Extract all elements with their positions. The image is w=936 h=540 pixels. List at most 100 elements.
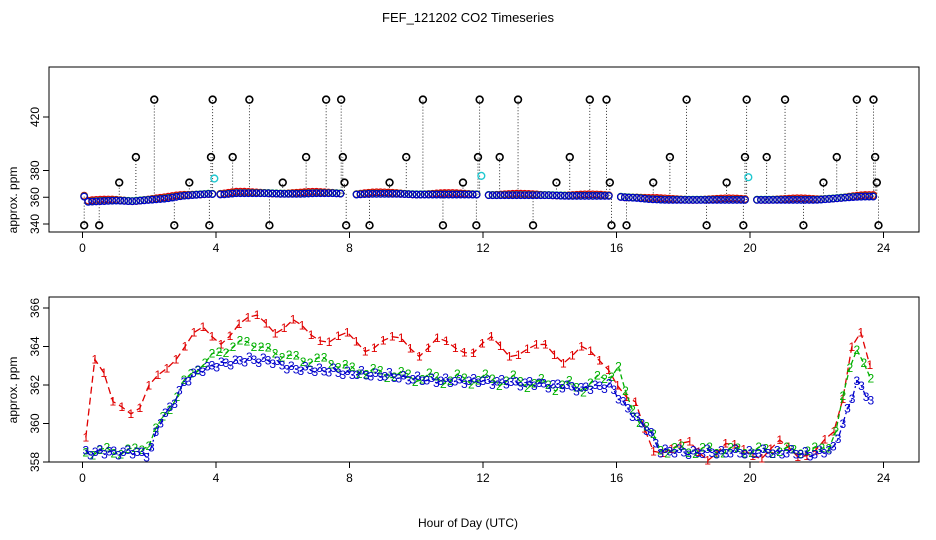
- baseline-point-s3: [224, 190, 233, 198]
- series-2-marker: 2: [811, 440, 818, 454]
- baseline-point-s3: [436, 190, 445, 199]
- series-2-marker: 2: [804, 444, 811, 458]
- series-3-marker: 3: [522, 376, 529, 390]
- series-3-marker: 3: [727, 447, 734, 461]
- series-3-marker: 3: [157, 417, 164, 431]
- series-3-marker: 3: [176, 383, 183, 397]
- series-2-marker: 2: [209, 347, 216, 361]
- series-1-marker: 1: [740, 442, 747, 456]
- series-2-marker: 2: [860, 356, 867, 370]
- series-3-marker: 3: [480, 374, 487, 388]
- baseline-point-s3: [104, 197, 113, 205]
- series-2-marker: 2: [468, 378, 475, 392]
- series-2-marker: 2: [622, 384, 629, 398]
- baseline-point-s3: [156, 195, 165, 203]
- series-3-marker: 3: [204, 359, 211, 373]
- series-3-marker: 3: [87, 449, 94, 463]
- series-3-marker: 3: [424, 374, 431, 388]
- series-3-marker: 3: [657, 447, 664, 461]
- baseline-point-s3: [448, 190, 457, 199]
- series-2-marker: 2: [727, 440, 734, 454]
- baseline-point-s3: [272, 189, 281, 198]
- baseline-point-s3: [336, 189, 345, 198]
- spike-point: [170, 221, 179, 230]
- series-3-marker: 3: [330, 361, 337, 375]
- series-3-marker: 3: [97, 443, 104, 457]
- series-3-marker: 3: [793, 448, 800, 462]
- series-2-marker: 2: [146, 439, 153, 453]
- y-tick-label: 380: [28, 160, 42, 180]
- y-tick-label: 362: [28, 375, 42, 395]
- series-3-marker: 3: [82, 444, 89, 458]
- baseline-point-s3: [352, 190, 361, 199]
- spike-point: [742, 95, 751, 104]
- x-tick-label: 8: [346, 471, 353, 485]
- spike-point: [682, 95, 691, 104]
- series-2-marker: 2: [433, 370, 440, 384]
- baseline-point-s3: [865, 192, 874, 201]
- series-2-marker: 2: [461, 371, 468, 385]
- y-tick-label: 366: [28, 298, 42, 318]
- baseline-point-s3: [536, 191, 545, 200]
- baseline-point-s3: [797, 196, 805, 204]
- baseline-point-s3: [721, 196, 729, 204]
- series-2-marker: 2: [489, 372, 496, 386]
- baseline-point-s3: [636, 194, 645, 203]
- baseline-point-s3: [532, 191, 541, 200]
- series-1-marker: 1: [326, 335, 333, 349]
- series-1-marker: 1: [587, 344, 594, 358]
- baseline-point-s3: [360, 190, 369, 199]
- series-2-marker: 2: [825, 441, 832, 455]
- series-3-marker: 3: [690, 443, 697, 457]
- bottom-y-axis-label: approx. ppm: [6, 357, 20, 424]
- series-3-marker: 3: [858, 379, 865, 393]
- baseline-point-s3: [693, 196, 701, 204]
- spike-point: [94, 221, 104, 230]
- series-3-marker: 3: [643, 424, 650, 438]
- series-3-marker: 3: [709, 446, 716, 460]
- series-1-marker: 1: [578, 339, 585, 353]
- series-1-marker: 1: [803, 449, 810, 463]
- series-2-marker: 2: [258, 340, 265, 354]
- series-3-marker: 3: [92, 445, 99, 459]
- series-3-marker: 3: [755, 446, 762, 460]
- baseline-point-s3: [484, 191, 493, 200]
- series-3-marker: 3: [475, 376, 482, 390]
- baseline-point-s3: [753, 196, 761, 204]
- spike-point: [418, 95, 428, 104]
- series-3-marker: 3: [410, 372, 417, 386]
- series-3-marker: 3: [718, 443, 725, 457]
- baseline-point-s3: [785, 196, 793, 204]
- baseline-point-s3: [276, 189, 285, 198]
- series-3-marker: 3: [120, 445, 127, 459]
- baseline-point-s3: [328, 189, 337, 198]
- series-3-marker: 3: [456, 372, 463, 386]
- baseline-point-s3: [188, 191, 197, 200]
- series-3-marker: 3: [227, 359, 234, 373]
- spike-point: [473, 152, 483, 162]
- baseline-point-s3: [660, 195, 669, 204]
- baseline-point-s3: [809, 196, 817, 204]
- baseline-point-s3: [556, 191, 565, 200]
- spike-point: [780, 95, 790, 104]
- y-tick-label: 358: [28, 452, 42, 472]
- top-plot-frame: [48, 66, 920, 233]
- series-1-marker: 1: [812, 443, 819, 457]
- y-tick-label: 360: [28, 413, 42, 433]
- series-3-marker: 3: [620, 395, 627, 409]
- series-1-marker: 1: [830, 425, 837, 439]
- baseline-point-s3: [624, 193, 633, 202]
- series-2-marker: 2: [587, 376, 594, 390]
- baseline-point-s3: [132, 197, 141, 205]
- baseline-point-s3: [184, 191, 193, 200]
- series-1-marker: 1: [236, 317, 243, 331]
- series-2-marker: 2: [160, 410, 167, 424]
- series-2-marker: 2: [118, 448, 125, 462]
- baseline-point-s3: [520, 191, 529, 200]
- series-1-marker: 1: [443, 334, 450, 348]
- series-3-marker: 3: [213, 361, 220, 375]
- baseline-point-s3: [408, 190, 417, 199]
- series-1-marker: 1: [605, 363, 612, 377]
- bottom-plot-frame: [48, 296, 920, 463]
- series-3-marker: 3: [839, 417, 846, 431]
